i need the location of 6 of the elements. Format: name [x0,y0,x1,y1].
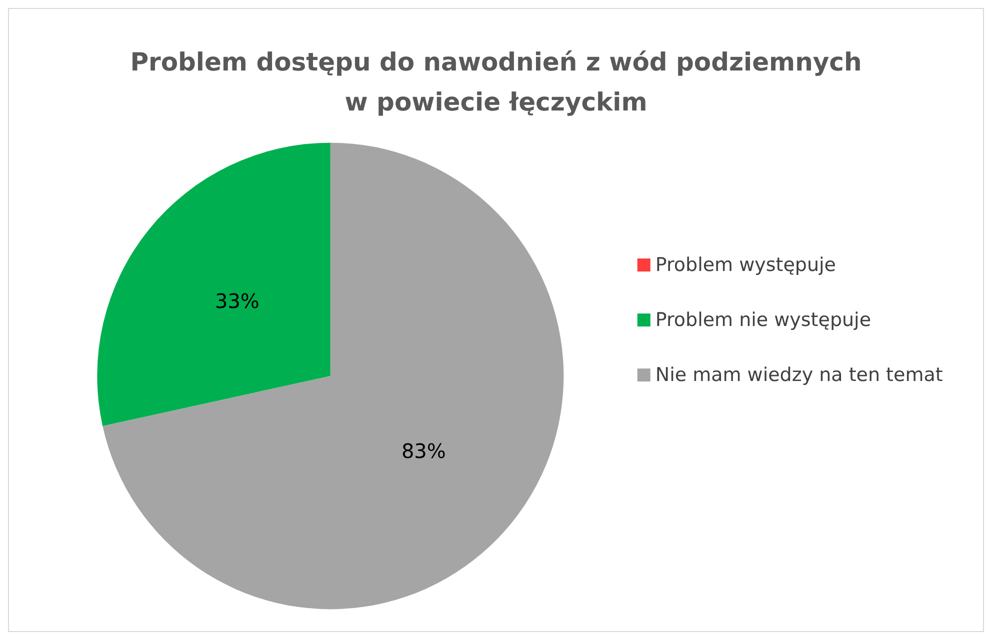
data-label: 33% [214,289,260,314]
legend-label: Problem nie występuje [655,309,872,331]
legend-label: Nie mam wiedzy na ten temat [655,364,943,386]
chart-title: Problem dostępu do nawodnień z wód podziemnych w powiecie łęczyckim [130,48,862,116]
data-label: 83% [401,438,446,463]
legend-label: Problem występuje [655,254,836,276]
